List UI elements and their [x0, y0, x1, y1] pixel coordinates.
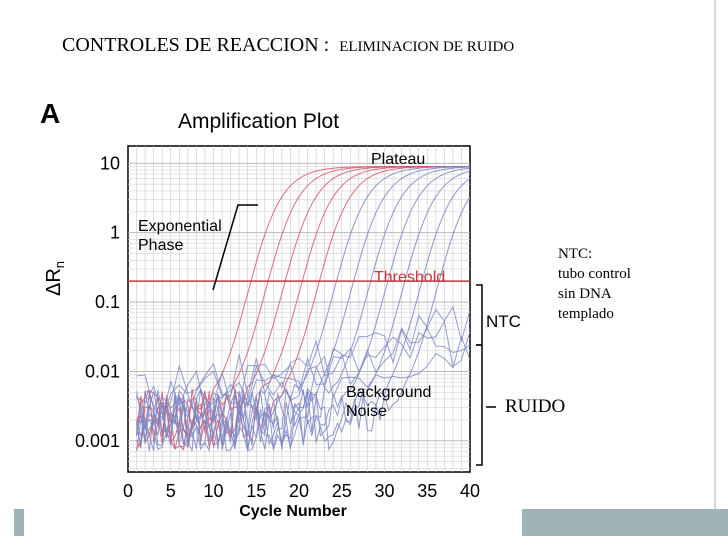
x-tick-label: 30: [374, 481, 394, 501]
exponential-pointer: [212, 204, 258, 291]
x-tick-label: 0: [123, 481, 133, 501]
ntc-explanation-line: NTC:: [558, 246, 593, 262]
y-tick-label: 10: [100, 153, 120, 173]
amplification-curve: [136, 166, 471, 451]
ntc-curve: [136, 335, 471, 439]
amplification-curve: [136, 178, 471, 452]
ntc-explanation-line: tubo control: [558, 266, 631, 282]
background-noise-line1: Background: [346, 384, 431, 401]
ntc-annotation: NTC: [486, 312, 521, 331]
ntc-curves: [136, 305, 471, 439]
footer-accent-right: [522, 509, 728, 536]
background-noise-line2: Noise: [346, 403, 387, 420]
ruido-bracket: [476, 344, 483, 466]
panel-label: A: [40, 98, 61, 129]
x-tick-label: 5: [166, 481, 176, 501]
ntc-bracket: [476, 284, 483, 346]
y-tick-label: 0.01: [85, 361, 120, 381]
x-tick-label: 10: [203, 481, 223, 501]
y-tick-label: 1: [110, 223, 120, 243]
ntc-explanation: NTC: tubo control sin DNA templado: [558, 244, 631, 324]
x-tick-label: 15: [246, 481, 266, 501]
exponential-phase-line1: Exponential: [138, 218, 222, 235]
x-tick-label: 25: [332, 481, 352, 501]
ntc-curve: [136, 320, 471, 425]
slide-title-sub: ELIMINACION DE RUIDO: [339, 39, 515, 55]
ntc-explanation-line: templado: [558, 306, 614, 322]
amplification-curve: [136, 166, 471, 451]
ntc-curve: [136, 305, 471, 416]
plateau-annotation: Plateau: [371, 151, 425, 168]
exponential-phase-line2: Phase: [138, 237, 183, 254]
slide-title-main: CONTROLES DE REACCION :: [62, 34, 330, 56]
chart-title: Amplification Plot: [178, 110, 340, 133]
x-tick-label: 20: [289, 481, 309, 501]
y-axis-label: ΔRn: [43, 261, 67, 296]
x-tick-label: 40: [460, 481, 480, 501]
threshold-annotation: Threshold: [374, 269, 445, 286]
x-tick-label: 35: [417, 481, 437, 501]
amplification-curves: [136, 166, 471, 452]
x-axis-label: Cycle Number: [239, 503, 347, 520]
ruido-label: RUIDO: [505, 396, 566, 417]
slide-title: CONTROLES DE REACCION : ELIMINACION DE R…: [62, 34, 514, 57]
amplification-curve: [136, 170, 471, 452]
slide-border: [714, 0, 716, 536]
ntc-curve: [136, 326, 471, 420]
y-tick-label: 0.001: [75, 431, 120, 451]
ntc-explanation-line: sin DNA: [558, 286, 612, 302]
amplification-curve: [136, 196, 471, 452]
y-tick-label: 0.1: [95, 292, 120, 312]
footer-accent-left: [14, 509, 24, 536]
